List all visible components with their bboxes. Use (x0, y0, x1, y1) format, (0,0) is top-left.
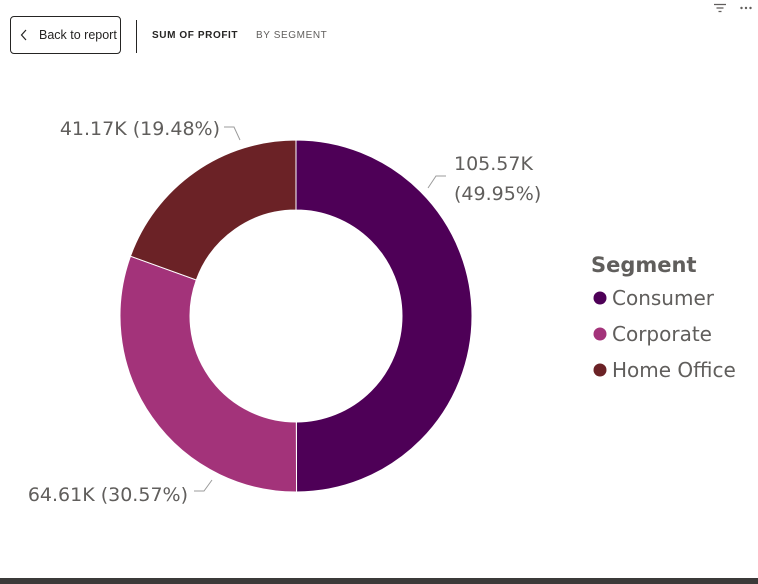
data-label-consumer: 105.57K (49.95%) (454, 153, 541, 205)
back-to-report-button[interactable]: Back to report (10, 16, 121, 54)
slice-consumer[interactable] (295, 139, 473, 493)
legend-label-home-office[interactable]: Home Office (612, 358, 736, 382)
legend-marker-corporate[interactable] (593, 327, 607, 341)
legend-marker-home-office[interactable] (593, 363, 607, 377)
data-label-corporate: 64.61K (30.57%) (28, 484, 188, 506)
leader-line-home-office (224, 126, 241, 141)
leader-line-consumer (427, 175, 446, 189)
legend-title: Segment (591, 253, 697, 277)
legend-label-corporate[interactable]: Corporate (612, 322, 712, 346)
more-options-icon[interactable] (740, 6, 752, 10)
slice-home-office[interactable] (129, 139, 297, 281)
breadcrumb-measure: SUM OF PROFIT (152, 30, 239, 41)
chevron-left-icon (11, 29, 37, 41)
toolbar-divider (136, 20, 137, 53)
visual-header-icons (714, 0, 752, 16)
legend-label-consumer[interactable]: Consumer (612, 286, 715, 310)
donut-chart: 105.57K (49.95%) 64.61K (30.57%) 41.17K (19… (28, 118, 736, 506)
breadcrumb-dimension: BY SEGMENT (256, 30, 328, 41)
toolbar: Back to report SUM OF PROFIT BY SEGMENT (0, 0, 758, 60)
filter-icon[interactable] (714, 3, 726, 13)
data-label-home-office: 41.17K (19.48%) (60, 118, 220, 140)
leader-line-corporate (194, 479, 213, 492)
back-to-report-label: Back to report (39, 28, 117, 42)
slice-corporate[interactable] (119, 255, 298, 493)
legend-marker-consumer[interactable] (593, 291, 607, 305)
bottom-border (0, 578, 758, 584)
